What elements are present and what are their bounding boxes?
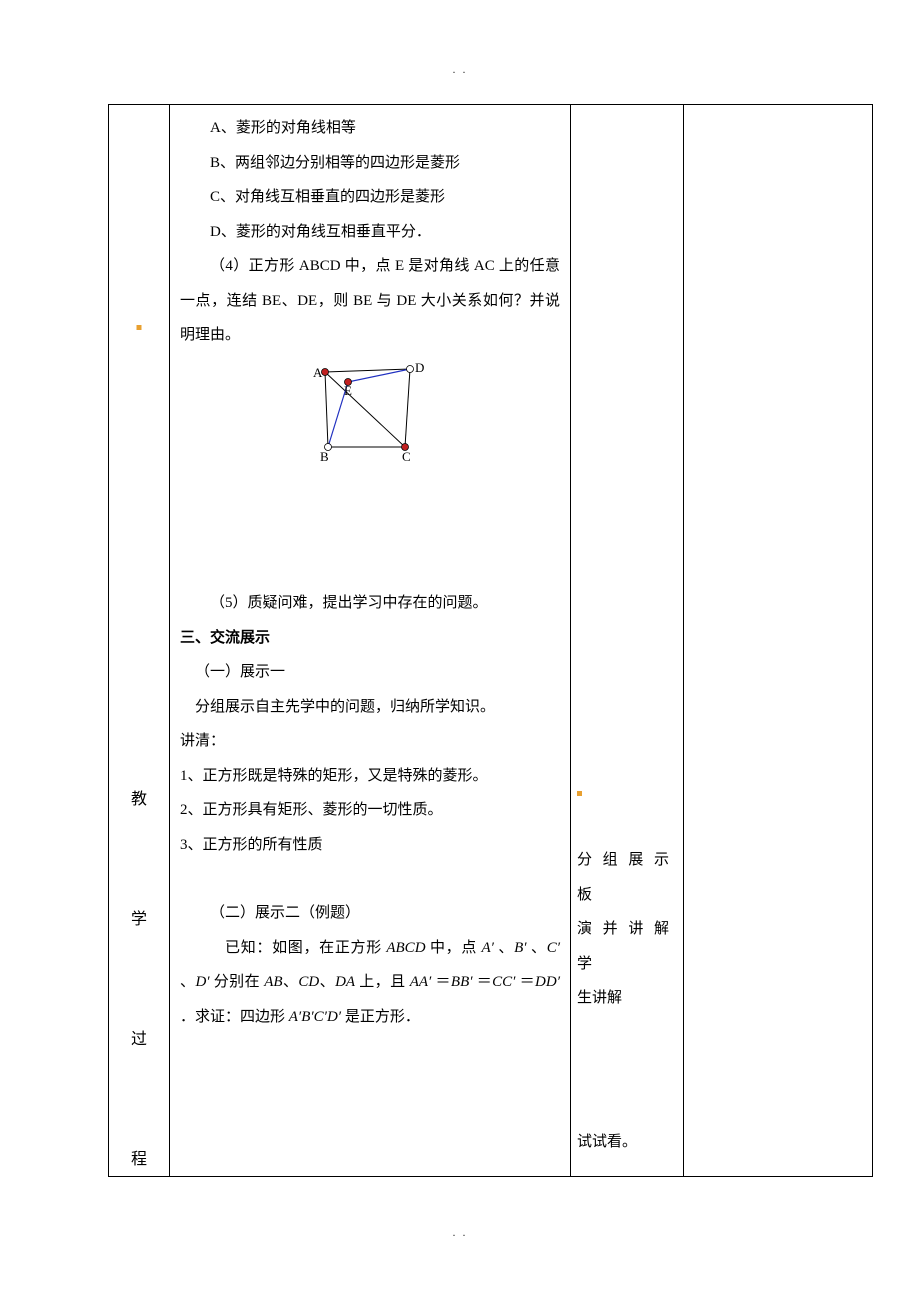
body-text: ＝ <box>431 974 451 990</box>
math-var: CD <box>298 974 319 990</box>
body-text: ＝ <box>473 974 493 990</box>
body-text: ＝ <box>515 974 535 990</box>
edit-mark-icon <box>137 325 142 330</box>
body-text: 中，点 <box>426 940 482 956</box>
blank <box>180 484 560 518</box>
math-var: A′B′C′D′ <box>289 1009 341 1025</box>
body-text: 分别在 <box>210 974 265 990</box>
math-var: C′ <box>547 940 560 956</box>
option-line: D、菱形的对角线互相垂直平分． <box>180 215 560 250</box>
col-main-content: A、菱形的对角线相等B、两组邻边分别相等的四边形是菱形C、对角线互相垂直的四边形… <box>170 105 571 1177</box>
explain-item: 3、正方形的所有性质 <box>180 828 560 863</box>
col-label: 教学过程 <box>109 105 170 1177</box>
activity-line: 生讲解 <box>577 981 677 1016</box>
option-line: C、对角线互相垂直的四边形是菱形 <box>180 180 560 215</box>
option-line: B、两组邻边分别相等的四边形是菱形 <box>180 146 560 181</box>
blank <box>180 1136 560 1170</box>
math-var: DD′ <box>535 974 560 990</box>
body-text: 、 <box>319 974 335 990</box>
math-var: CC′ <box>492 974 515 990</box>
footer-dots: . . <box>0 1225 920 1240</box>
math-var: ABCD <box>386 940 425 956</box>
body-text: 是正方形． <box>341 1009 420 1025</box>
header-dots: . . <box>0 62 920 77</box>
svg-text:A: A <box>313 365 323 380</box>
math-var: AA′ <box>410 974 432 990</box>
option-line: A、菱形的对角线相等 <box>180 111 560 146</box>
col1-char: 学 <box>109 905 169 929</box>
diagram-container: A D B C E <box>180 357 560 481</box>
explain-label: 讲清： <box>180 724 560 759</box>
explain-item: 1、正方形既是特殊的矩形，又是特殊的菱形。 <box>180 759 560 794</box>
question-4: （4）正方形 ABCD 中，点 E 是对角线 AC 上的任意一点，连结 BE、D… <box>180 249 560 353</box>
display-2-body: 已知：如图，在正方形 ABCD 中，点 A′ 、B′ 、C′ 、D′ 分别在 A… <box>180 931 560 1035</box>
math-var: D′ <box>195 974 209 990</box>
display-1-body: 分组展示自主先学中的问题，归纳所学知识。 <box>180 690 560 725</box>
explain-item: 2、正方形具有矩形、菱形的一切性质。 <box>180 793 560 828</box>
svg-text:E: E <box>344 383 352 398</box>
svg-text:D: D <box>415 360 424 375</box>
svg-text:C: C <box>402 449 411 464</box>
activity-block-1: 分组展示板演并讲解学生讲解 <box>577 843 677 1016</box>
col1-char: 教 <box>109 785 169 809</box>
blank <box>180 1102 560 1136</box>
body-text: 、 <box>180 974 195 990</box>
math-var: B′ <box>514 940 526 956</box>
body-text: 、 <box>283 974 299 990</box>
activity-block-2: 试试看。 <box>577 1125 677 1160</box>
page: . . . . 教学过程 A、菱形的对角线相等B、两组邻边分别相等的四边形是菱形… <box>0 0 920 1302</box>
blank <box>180 862 560 896</box>
section-3-title: 三、交流展示 <box>180 621 560 656</box>
math-var: DA <box>335 974 355 990</box>
body-text: 、 <box>527 940 547 956</box>
square-diagram: A D B C E <box>310 357 430 467</box>
col1-char: 程 <box>109 1145 169 1169</box>
display-2-title: （二）展示二（例题） <box>180 896 560 931</box>
math-var: AB <box>264 974 282 990</box>
svg-text:B: B <box>320 449 329 464</box>
math-var: BB′ <box>451 974 473 990</box>
body-text: 、 <box>494 940 514 956</box>
question-5: （5）质疑问难，提出学习中存在的问题。 <box>180 586 560 621</box>
body-text: 上，且 <box>355 974 410 990</box>
blank <box>180 1068 560 1102</box>
blank <box>180 518 560 552</box>
math-var: A′ <box>482 940 494 956</box>
col-activity: 分组展示板演并讲解学生讲解试试看。 <box>571 105 684 1177</box>
blank <box>180 552 560 586</box>
col-notes <box>684 105 873 1177</box>
body-text: ．求证：四边形 <box>180 1009 289 1025</box>
col1-char: 过 <box>109 1025 169 1049</box>
activity-line: 演并讲解学 <box>577 912 677 981</box>
edit-mark-icon <box>577 791 582 796</box>
activity-line: 分组展示板 <box>577 843 677 912</box>
display-1-title: （一）展示一 <box>180 655 560 690</box>
lesson-table: 教学过程 A、菱形的对角线相等B、两组邻边分别相等的四边形是菱形C、对角线互相垂… <box>108 104 873 1177</box>
blank <box>180 1034 560 1068</box>
body-text: 已知：如图，在正方形 <box>225 940 386 956</box>
